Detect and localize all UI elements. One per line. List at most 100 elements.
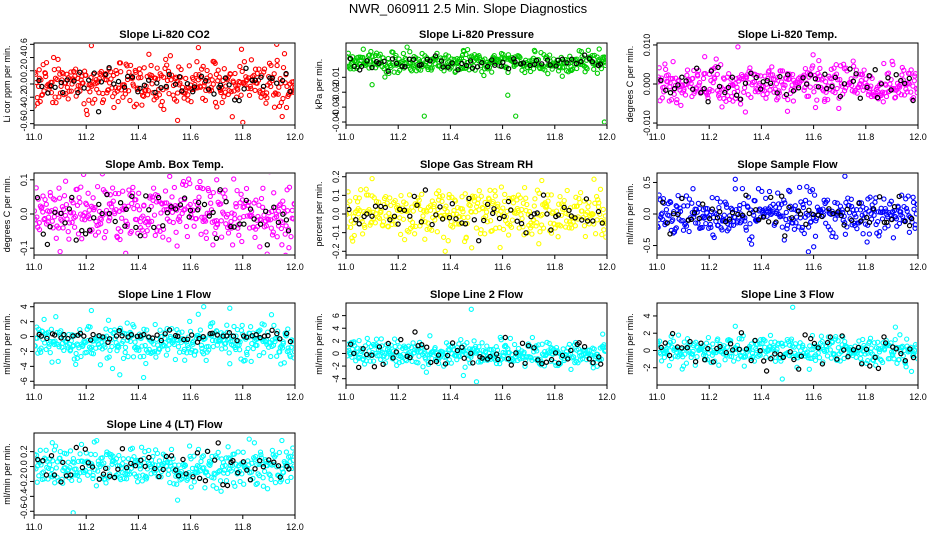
reference-point	[372, 203, 379, 209]
data-point	[908, 89, 914, 95]
panel-title: Slope Li-820 Temp.	[738, 29, 837, 41]
data-point	[45, 329, 51, 335]
reference-point	[589, 59, 596, 65]
outlier-point	[279, 437, 285, 444]
reference-point	[513, 350, 519, 356]
data-point	[347, 211, 350, 217]
x-tick-label: 11.2	[701, 262, 718, 272]
reference-point	[205, 86, 212, 92]
data-point	[80, 80, 86, 86]
reference-point	[111, 81, 117, 87]
scatter-points	[347, 306, 606, 384]
data-point	[714, 195, 720, 202]
data-point	[94, 183, 101, 190]
data-point	[292, 451, 294, 457]
data-point	[434, 229, 440, 235]
reference-point	[559, 56, 566, 62]
data-point	[136, 66, 143, 72]
data-point	[59, 204, 66, 210]
data-point	[256, 66, 262, 72]
data-point	[166, 237, 172, 243]
reference-point	[586, 56, 593, 62]
data-point	[788, 336, 795, 342]
data-point	[511, 341, 518, 348]
data-point	[149, 81, 155, 87]
data-point	[784, 222, 791, 228]
data-point	[392, 197, 398, 204]
reference-point	[353, 216, 359, 223]
data-point	[265, 216, 271, 222]
data-point	[443, 52, 449, 58]
data-point	[235, 449, 241, 455]
reference-point	[736, 346, 743, 352]
data-point	[802, 65, 809, 72]
data-point	[271, 322, 277, 329]
reference-point	[888, 87, 894, 93]
data-point	[43, 447, 49, 453]
data-point	[129, 445, 136, 451]
data-point	[521, 349, 527, 355]
data-point	[80, 174, 87, 178]
data-point	[693, 339, 699, 345]
reference-point	[866, 72, 872, 79]
data-point	[182, 206, 188, 212]
data-point	[789, 71, 796, 78]
data-point	[526, 208, 533, 215]
data-point	[275, 223, 282, 229]
data-point	[751, 358, 758, 364]
data-point	[901, 92, 908, 98]
reference-point	[522, 360, 528, 367]
data-point	[737, 101, 744, 107]
reference-point	[81, 85, 87, 91]
data-point	[198, 458, 204, 465]
data-point	[484, 343, 490, 349]
data-point	[406, 192, 413, 198]
data-point	[366, 65, 372, 71]
reference-point	[202, 77, 209, 84]
data-point	[724, 204, 730, 210]
reference-point	[493, 351, 500, 357]
reference-point	[468, 350, 474, 356]
reference-point	[243, 334, 250, 340]
data-point	[562, 224, 569, 230]
data-point	[702, 54, 708, 60]
reference-point	[86, 227, 93, 233]
data-point	[835, 338, 841, 344]
data-point	[90, 195, 96, 201]
reference-point	[500, 59, 506, 66]
reference-point	[195, 199, 202, 206]
reference-point	[889, 216, 895, 223]
data-point	[799, 227, 805, 233]
data-point	[288, 233, 294, 240]
data-point	[810, 52, 816, 58]
reference-point	[43, 472, 50, 478]
reference-point	[73, 444, 80, 451]
reference-point	[748, 357, 754, 364]
data-point	[227, 361, 233, 367]
data-point	[55, 358, 61, 365]
data-point	[763, 95, 769, 101]
data-point	[726, 213, 733, 219]
reference-point	[461, 355, 467, 361]
data-point	[476, 344, 482, 350]
reference-point	[419, 342, 425, 348]
data-point	[581, 223, 588, 229]
reference-point	[356, 221, 362, 227]
data-point	[136, 190, 142, 196]
data-point	[85, 213, 92, 219]
data-point	[56, 344, 62, 350]
data-point	[658, 65, 662, 71]
data-point	[236, 347, 243, 353]
data-point	[366, 206, 372, 213]
reference-point	[702, 357, 708, 363]
data-point	[742, 218, 748, 224]
data-point	[272, 479, 279, 486]
data-point	[144, 92, 151, 98]
data-point	[658, 338, 663, 344]
data-point	[835, 345, 842, 351]
data-point	[124, 223, 130, 230]
reference-point	[393, 349, 399, 355]
data-point	[211, 218, 218, 224]
reference-point	[748, 70, 754, 77]
reference-point	[859, 361, 865, 367]
